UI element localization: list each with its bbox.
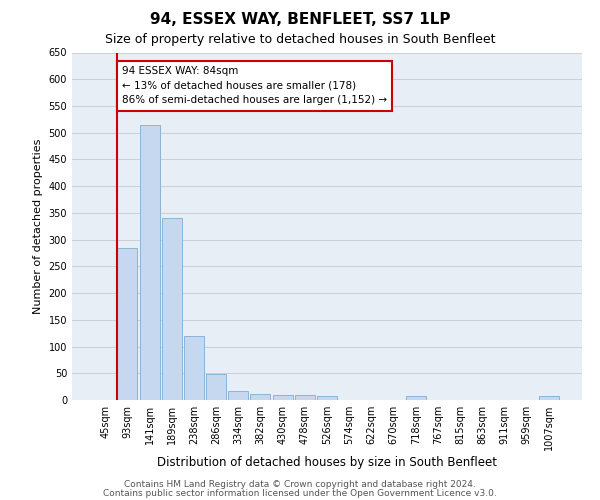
Text: Contains HM Land Registry data © Crown copyright and database right 2024.: Contains HM Land Registry data © Crown c… xyxy=(124,480,476,489)
Bar xyxy=(228,391,248,400)
Bar xyxy=(539,396,559,400)
Bar xyxy=(184,336,204,400)
Bar xyxy=(250,394,271,400)
Text: 94 ESSEX WAY: 84sqm
← 13% of detached houses are smaller (178)
86% of semi-detac: 94 ESSEX WAY: 84sqm ← 13% of detached ho… xyxy=(122,66,387,106)
Y-axis label: Number of detached properties: Number of detached properties xyxy=(33,138,43,314)
X-axis label: Distribution of detached houses by size in South Benfleet: Distribution of detached houses by size … xyxy=(157,456,497,469)
Bar xyxy=(317,396,337,400)
Bar xyxy=(118,248,137,400)
Bar xyxy=(140,124,160,400)
Bar xyxy=(272,394,293,400)
Bar xyxy=(406,396,426,400)
Bar xyxy=(206,374,226,400)
Bar xyxy=(295,394,315,400)
Text: Contains public sector information licensed under the Open Government Licence v3: Contains public sector information licen… xyxy=(103,488,497,498)
Text: 94, ESSEX WAY, BENFLEET, SS7 1LP: 94, ESSEX WAY, BENFLEET, SS7 1LP xyxy=(150,12,450,28)
Text: Size of property relative to detached houses in South Benfleet: Size of property relative to detached ho… xyxy=(105,32,495,46)
Bar xyxy=(162,218,182,400)
